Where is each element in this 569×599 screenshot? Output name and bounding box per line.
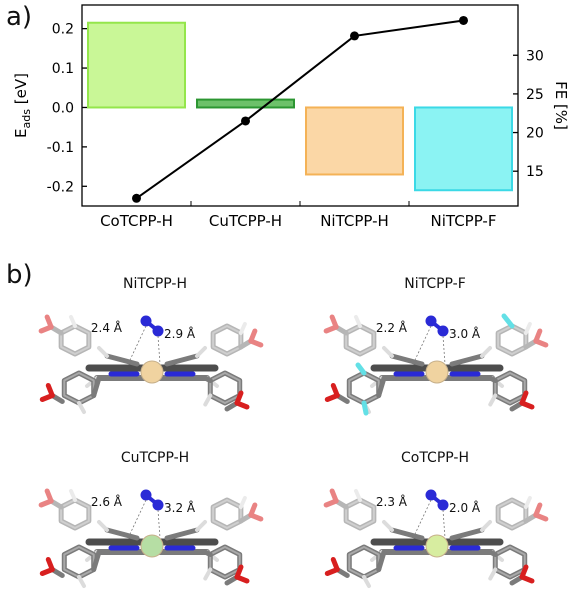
molecule-cutcpp-h: 2.6 Å 3.2 Å [38,488,264,588]
distance-line-2 [442,335,446,365]
x-tick-label: CoTCPP-H [100,212,173,230]
molecule-nitcpp-h: 2.4 Å 2.9 Å [38,314,264,414]
front-phenyl-rings [39,370,250,414]
left-tick-label: 0.0 [52,100,74,116]
distance-label-1: 2.2 Å [376,320,408,335]
back-phenyl-rings [323,314,549,357]
bar-cutcpp-h [196,98,295,109]
distance-line-1 [129,325,147,361]
fluorine-atoms [355,313,515,416]
n2-molecule [140,315,164,337]
distance-line-2 [157,509,161,539]
metal-atom-ni [140,360,164,384]
metal-atom-co [425,534,449,558]
molecule-title-cutcpp-h: CuTCPP-H [120,450,190,466]
distance-label-1: 2.3 Å [376,494,408,509]
molecule-title-nitcpp-h: NiTCPP-H [122,276,188,292]
distance-label-1: 2.6 Å [91,494,123,509]
molecule-title-cotcpp-h: CoTCPP-H [400,450,469,466]
fe-line [135,19,464,200]
panel-a-label: a) [6,2,33,32]
x-tick-label: NiTCPP-F [431,212,497,230]
fe-point-nitcpp-h [350,31,359,41]
metal-atom-ni [425,360,449,384]
left-tick-label: -0.2 [47,179,74,195]
right-tick-label: 15 [526,164,544,180]
n2-molecule [140,489,164,511]
molecule-title-nitcpp-f: NiTCPP-F [404,276,466,292]
molecule-nitcpp-f: 2.2 Å 3.0 Å [323,313,549,416]
left-tick-label: 0.2 [52,22,74,38]
y-axis-label: Eads [eV] [12,73,33,138]
distance-label-2: 3.2 Å [164,500,196,515]
distance-label-1: 2.4 Å [91,320,123,335]
x-tick-label: CuTCPP-H [209,212,282,230]
adsorption-energy-fe-chart: 0.2 0.1 0.0 -0.1 -0.2 30 25 20 15 CoTCPP-H CuTCPP-… [12,4,569,230]
fe-point-cotcpp-h [132,193,141,203]
fe-point-nitcpp-f [459,15,468,25]
distance-line-1 [414,325,432,361]
x-tick-label: NiTCPP-H [320,212,389,230]
bar-nitcpp-f [414,106,513,192]
back-phenyl-rings [323,488,549,531]
distance-label-2: 2.0 Å [449,500,481,515]
distance-line-1 [129,499,147,535]
distance-line-1 [414,499,432,535]
right-tick-label: 30 [526,48,544,64]
distance-label-2: 3.0 Å [449,326,481,341]
right-tick-label: 25 [526,87,544,103]
n2-molecule [425,315,449,337]
back-phenyl-rings [38,488,264,531]
bar-nitcpp-h [305,106,404,176]
fe-point-cutcpp-h [241,116,250,126]
y2-axis-label: FE [%] [552,81,569,130]
distance-line-2 [157,335,161,365]
distance-line-2 [442,509,446,539]
right-tick-label: 20 [526,126,544,142]
panel-b-label: b) [6,260,33,290]
front-phenyl-rings [324,370,535,414]
back-phenyl-rings [38,314,264,357]
left-tick-label: 0.1 [52,61,74,77]
left-tick-label: -0.1 [47,140,74,156]
bar-cotcpp-h [87,21,186,109]
distance-label-2: 2.9 Å [164,326,196,341]
molecule-cotcpp-h: 2.3 Å 2.0 Å [323,488,549,588]
front-phenyl-rings [39,544,250,588]
n2-molecule [425,489,449,511]
metal-atom-cu [140,534,164,558]
front-phenyl-rings [324,544,535,588]
